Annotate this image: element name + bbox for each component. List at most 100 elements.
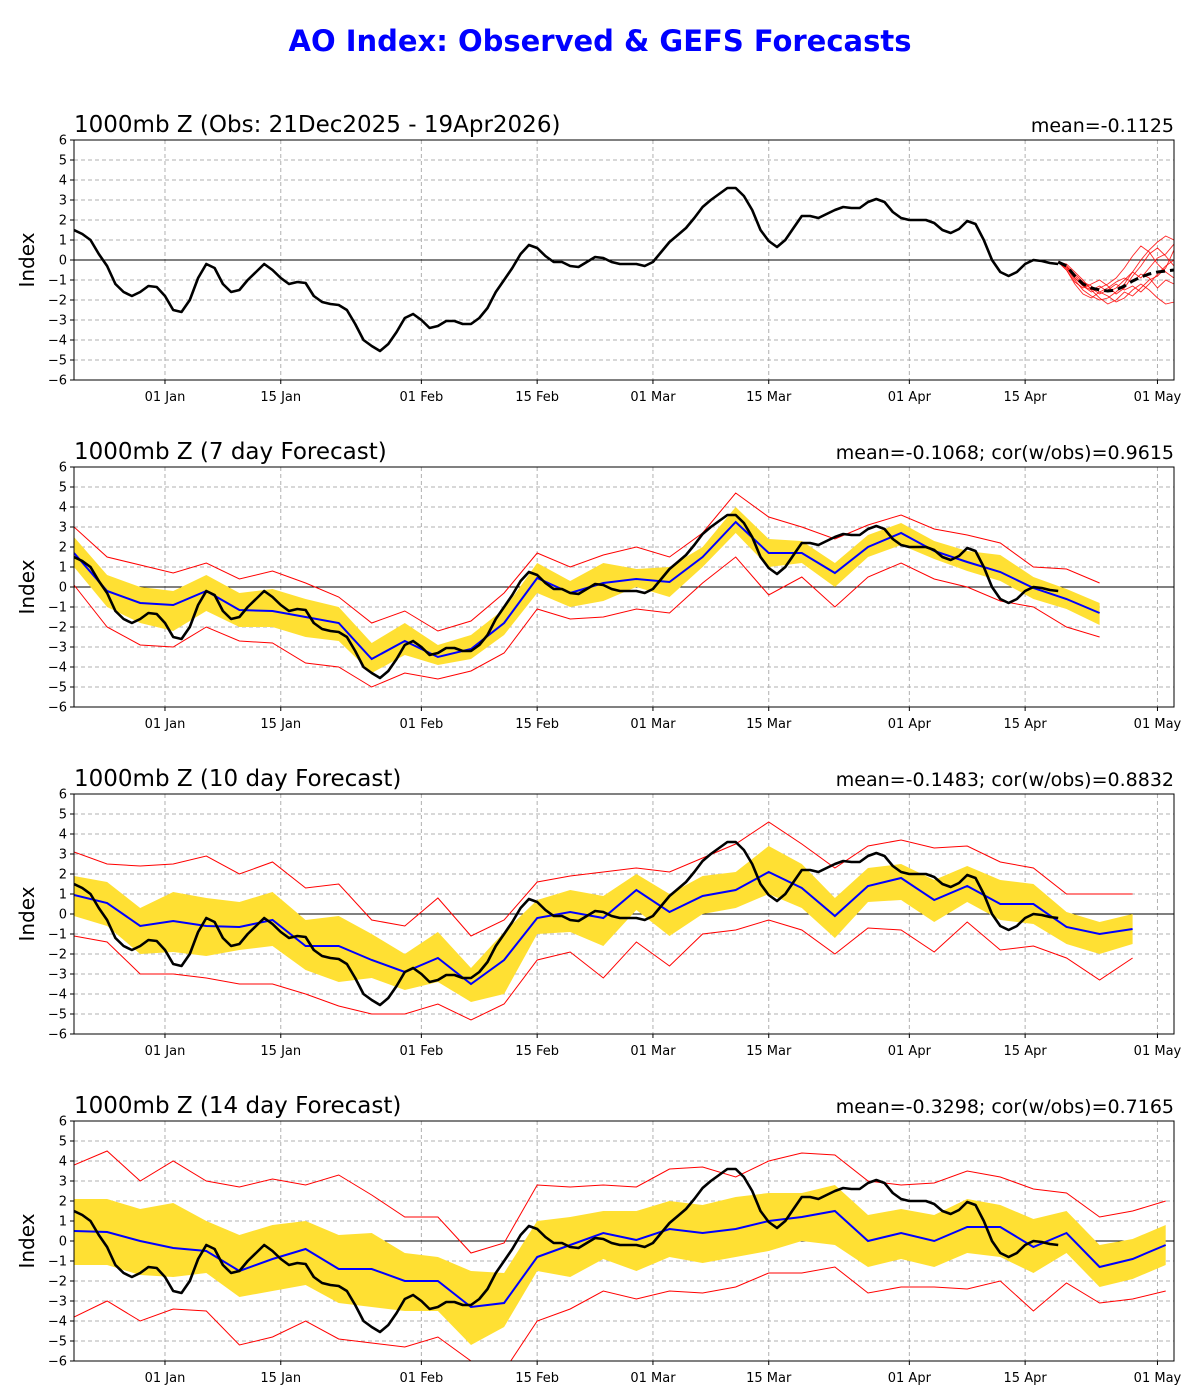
min-line (74, 556, 1100, 688)
y-tick-label: −4 (48, 988, 67, 1003)
y-tick-label: 4 (59, 1155, 67, 1170)
x-tick-label: 15 Apr (1004, 1371, 1048, 1386)
y-tick-label: −6 (48, 374, 67, 389)
x-tick-label: 15 Mar (746, 1044, 792, 1059)
y-tick-label: 2 (59, 214, 67, 229)
x-tick-label: 01 Mar (630, 717, 676, 732)
y-tick-label: 0 (59, 254, 67, 269)
series-group (74, 492, 1100, 688)
x-tick-label: 15 Apr (1004, 717, 1048, 732)
panel-3: −6 −5 −4 −3 −2 −1 0 1 2 3 4 5 6 01 Jan 15 Jan 01 Feb 15 … (15, 788, 1182, 1060)
y-tick-label: −5 (48, 681, 67, 696)
observed-line (74, 1167, 1059, 1334)
y-tick-label: −3 (48, 968, 67, 983)
x-tick-label: 01 Feb (400, 1044, 444, 1059)
x-tick-label: 01 Jan (145, 717, 186, 732)
y-tick-label: −4 (48, 334, 67, 349)
x-tick-label: 15 Mar (746, 390, 792, 405)
y-tick-label: −2 (48, 1275, 67, 1290)
panel-1-stats: mean=-0.1125 (1031, 115, 1174, 137)
x-tick-label: 01 May (1134, 717, 1182, 732)
x-tick-label: 01 Feb (400, 390, 444, 405)
plot-area: −6 −5 −4 −3 −2 −1 0 1 2 3 4 5 6 01 Jan 15 Jan 01 Feb 15 … (15, 134, 1182, 1387)
axes-frame (73, 1120, 1175, 1362)
panel-4: −6 −5 −4 −3 −2 −1 0 1 2 3 4 5 6 01 Jan 15 Jan 01 Feb 15 … (15, 1115, 1182, 1387)
y-tick-label: 3 (59, 521, 67, 536)
x-tick-label: 01 Feb (400, 717, 444, 732)
panel-3-title: 1000mb Z (10 day Forecast) (74, 766, 401, 792)
y-tick-label: 0 (59, 908, 67, 923)
x-tick-label: 01 May (1134, 1371, 1182, 1386)
panel-4-stats: mean=-0.3298; cor(w/obs)=0.7165 (836, 1096, 1174, 1118)
ensemble-member-line (1057, 261, 1174, 299)
y-tick-label: −6 (48, 1028, 67, 1043)
y-tick-label: 5 (59, 154, 67, 169)
y-tick-label: 1 (59, 1215, 67, 1230)
y-tick-label: 2 (59, 1195, 67, 1210)
x-tick-label: 01 Apr (888, 1044, 932, 1059)
x-tick-label: 15 Mar (746, 717, 792, 732)
x-tick-label: 01 Mar (630, 1044, 676, 1059)
y-axis-label: Index (15, 232, 39, 287)
max-line (74, 821, 1133, 937)
x-tick-label: 01 Apr (888, 390, 932, 405)
y-tick-label: 5 (59, 1135, 67, 1150)
x-tick-label: 15 Feb (515, 390, 559, 405)
y-tick-label: −3 (48, 1295, 67, 1310)
y-tick-label: −2 (48, 621, 67, 636)
axes-frame (73, 139, 1175, 381)
x-tick-label: 01 Jan (145, 1371, 186, 1386)
series-group (74, 821, 1133, 1021)
panel-2-title: 1000mb Z (7 day Forecast) (74, 439, 387, 465)
y-tick-label: 5 (59, 481, 67, 496)
x-tick-label: 15 Jan (260, 1044, 301, 1059)
series-group (74, 186, 1174, 353)
forecast-mean-line (74, 1209, 1167, 1309)
ensemble-member-line (1057, 247, 1174, 295)
y-tick-label: 1 (59, 888, 67, 903)
x-tick-label: 01 Mar (630, 390, 676, 405)
x-tick-label: 01 Feb (400, 1371, 444, 1386)
x-tick-label: 01 Jan (145, 390, 186, 405)
y-axis-label: Index (15, 886, 39, 941)
y-tick-label: −6 (48, 701, 67, 716)
x-tick-label: 01 Apr (888, 1371, 932, 1386)
ensemble-member-line (1058, 243, 1174, 293)
y-tick-label: 6 (59, 1115, 67, 1130)
forecast-mean-line (74, 870, 1133, 986)
x-tick-label: 15 Mar (746, 1371, 792, 1386)
y-tick-label: 3 (59, 1175, 67, 1190)
y-tick-label: 2 (59, 541, 67, 556)
y-tick-label: 4 (59, 501, 67, 516)
min-line (74, 919, 1133, 1021)
observed-line (74, 513, 1059, 680)
panel-2-stats: mean=-0.1068; cor(w/obs)=0.9615 (836, 442, 1174, 464)
x-tick-label: 01 Mar (630, 1371, 676, 1386)
y-tick-label: −1 (48, 274, 67, 289)
x-tick-label: 01 May (1134, 390, 1182, 405)
series-group (74, 1150, 1167, 1361)
y-axis-label: Index (15, 1213, 39, 1268)
axes-frame (73, 793, 1175, 1035)
x-tick-label: 15 Jan (260, 717, 301, 732)
y-tick-label: 2 (59, 868, 67, 883)
x-tick-label: 15 Feb (515, 1044, 559, 1059)
y-tick-label: 6 (59, 134, 67, 149)
observed-line (74, 186, 1059, 353)
max-line (74, 1150, 1166, 1254)
x-tick-label: 01 Apr (888, 717, 932, 732)
y-tick-label: −2 (48, 294, 67, 309)
y-tick-label: 5 (59, 808, 67, 823)
ensemble-member-line (1058, 259, 1174, 295)
y-axis-label: Index (15, 559, 39, 614)
y-tick-label: −3 (48, 314, 67, 329)
y-tick-label: 0 (59, 581, 67, 596)
y-tick-label: −1 (48, 601, 67, 616)
y-tick-label: −1 (48, 928, 67, 943)
x-tick-label: 15 Feb (515, 1371, 559, 1386)
figure-title: AO Index: Observed & GEFS Forecasts (289, 24, 912, 58)
y-tick-label: −5 (48, 354, 67, 369)
x-tick-label: 15 Apr (1004, 390, 1048, 405)
panel-2: −6 −5 −4 −3 −2 −1 0 1 2 3 4 5 6 01 Jan 15 Jan 01 Feb 15 … (15, 461, 1182, 733)
